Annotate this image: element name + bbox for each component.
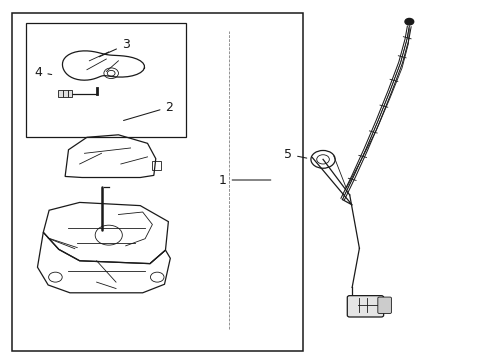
Bar [26, 23, 186, 137]
Text: 1: 1 [218, 174, 270, 186]
FancyBboxPatch shape [377, 297, 390, 314]
Bar [62, 90, 67, 97]
Text: 4: 4 [35, 66, 52, 79]
FancyBboxPatch shape [346, 296, 383, 317]
Bar [12, 13, 302, 351]
Bar [152, 162, 161, 170]
Bar [58, 90, 62, 97]
Text: 5: 5 [284, 148, 306, 161]
Text: 2: 2 [123, 100, 173, 121]
Bar [67, 90, 72, 97]
Text: 3: 3 [99, 38, 129, 57]
Circle shape [404, 18, 413, 25]
